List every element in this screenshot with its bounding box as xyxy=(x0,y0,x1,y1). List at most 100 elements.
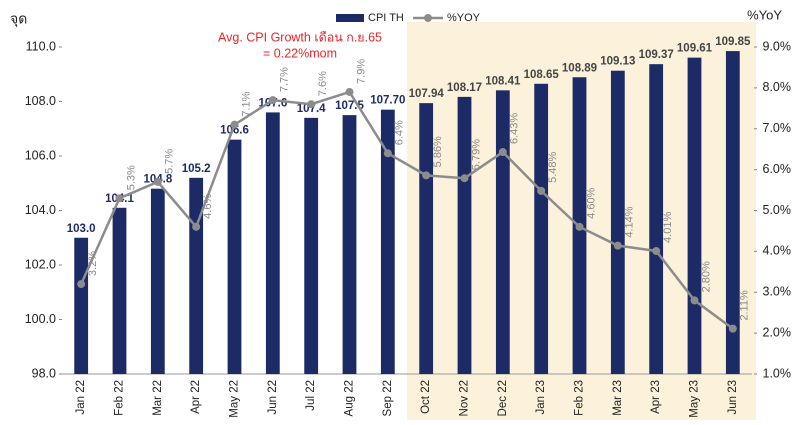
bar-label: 103.0 xyxy=(67,223,96,235)
x-tick-label: Apr 22 xyxy=(190,380,202,414)
line-label-group: 3.2% xyxy=(87,251,99,276)
x-tick-label-group: May 23 xyxy=(689,380,701,418)
line-label: 4.01% xyxy=(662,212,674,243)
y2-tick-label: 5.0% xyxy=(763,203,792,217)
line-label-group: 7.7% xyxy=(279,67,291,92)
line-label-group: 4.01% xyxy=(662,212,674,243)
y-tick-label: 102.0 xyxy=(25,257,56,271)
line-label-group: 4.14% xyxy=(624,206,636,237)
line-label-group: 6.4% xyxy=(394,120,406,145)
x-tick-label: Jan 22 xyxy=(75,380,87,415)
line-point xyxy=(383,149,392,158)
line-label: 4.14% xyxy=(624,206,636,237)
bar xyxy=(725,51,740,375)
y-tick-label: 110.0 xyxy=(26,39,56,53)
x-tick-label: Mar 23 xyxy=(612,380,624,416)
bar xyxy=(74,237,89,374)
line-point xyxy=(77,280,86,289)
x-tick-label: Mar 22 xyxy=(152,380,164,416)
line-point xyxy=(192,222,201,231)
x-tick-label: Jan 23 xyxy=(535,380,547,415)
y-tick-label: 100.0 xyxy=(25,312,56,326)
bar-label: 107.94 xyxy=(409,88,445,100)
bar xyxy=(380,109,395,375)
bar-label: 109.13 xyxy=(600,56,635,68)
y-tick-label: 104.0 xyxy=(25,203,56,217)
line-label: 4.60% xyxy=(585,187,597,218)
line-label-group: 5.79% xyxy=(470,139,482,170)
x-tick-label: Nov 22 xyxy=(459,380,471,416)
x-tick-label: Oct 22 xyxy=(420,380,432,414)
bar xyxy=(304,117,319,374)
line-label-group: 6.43% xyxy=(509,113,521,144)
line-label: 3.2% xyxy=(87,251,99,276)
x-tick-label: May 22 xyxy=(229,380,241,418)
line-label: 2.11% xyxy=(739,290,751,321)
x-tick-label-group: Mar 22 xyxy=(152,380,164,416)
line-point xyxy=(613,241,622,250)
bar xyxy=(265,112,280,375)
bar xyxy=(649,64,664,374)
x-tick-label-group: Jun 23 xyxy=(727,380,739,415)
line-label: 5.48% xyxy=(547,151,559,182)
x-tick-label-group: Apr 23 xyxy=(650,380,662,414)
bar-label: 109.61 xyxy=(677,43,713,55)
x-tick-label-group: Jan 23 xyxy=(535,380,547,415)
bar-label: 107.70 xyxy=(370,95,405,107)
bar-label: 107.4 xyxy=(297,103,326,115)
line-point xyxy=(537,186,546,195)
x-tick-label: Jul 22 xyxy=(305,380,317,411)
annotation: = 0.22%mom xyxy=(263,46,337,60)
line-point xyxy=(230,120,239,129)
bar-label: 105.2 xyxy=(182,163,211,175)
y2-tick-label: 2.0% xyxy=(763,325,792,339)
y2-tick-label: 9.0% xyxy=(763,39,792,53)
y2-axis-label: %YoY xyxy=(747,7,782,22)
line-label-group: 2.11% xyxy=(739,290,751,321)
line-label-group: 5.48% xyxy=(547,151,559,182)
x-tick-label: Aug 22 xyxy=(344,380,356,416)
line-label-group: 5.86% xyxy=(432,136,444,167)
bar xyxy=(419,103,434,374)
line-point xyxy=(307,100,316,109)
line-label-group: 4.6% xyxy=(202,194,214,219)
x-tick-label-group: Mar 23 xyxy=(612,380,624,416)
bar xyxy=(687,57,702,374)
bar xyxy=(227,139,242,374)
line-label: 5.79% xyxy=(470,139,482,170)
y-tick-label: 106.0 xyxy=(25,148,56,162)
line-point xyxy=(460,174,469,183)
x-tick-label-group: Aug 22 xyxy=(344,380,356,416)
legend-swatch xyxy=(424,14,432,22)
x-tick-label-group: Feb 22 xyxy=(114,380,126,416)
line-point xyxy=(115,194,124,203)
y2-tick-label: 4.0% xyxy=(763,244,792,258)
line-label: 5.7% xyxy=(164,149,176,174)
line-label-group: 7.6% xyxy=(317,71,329,96)
line-point xyxy=(422,171,431,180)
line-label-group: 4.60% xyxy=(585,187,597,218)
y2-tick-label: 7.0% xyxy=(763,121,792,135)
bar xyxy=(534,83,549,374)
bar-label: 109.85 xyxy=(715,36,751,48)
line-label: 7.7% xyxy=(279,67,291,92)
line-label: 4.6% xyxy=(202,194,214,219)
bar xyxy=(610,70,625,375)
line-point xyxy=(498,148,507,157)
bar xyxy=(495,90,510,374)
line-point xyxy=(345,87,354,96)
line-label: 6.43% xyxy=(509,113,521,144)
x-tick-label-group: Jan 22 xyxy=(75,380,87,415)
line-label-group: 7.1% xyxy=(240,91,252,116)
line-label: 5.86% xyxy=(432,136,444,167)
x-tick-label: Sep 22 xyxy=(382,380,394,416)
line-point xyxy=(153,177,162,186)
y2-tick-label: 8.0% xyxy=(763,80,792,94)
y-tick-label: 108.0 xyxy=(25,94,56,108)
bar-label: 109.37 xyxy=(639,49,674,61)
line-label: 7.6% xyxy=(317,71,329,96)
x-tick-label: Feb 23 xyxy=(574,380,586,416)
x-tick-label-group: Feb 23 xyxy=(574,380,586,416)
x-tick-label: May 23 xyxy=(689,380,701,418)
